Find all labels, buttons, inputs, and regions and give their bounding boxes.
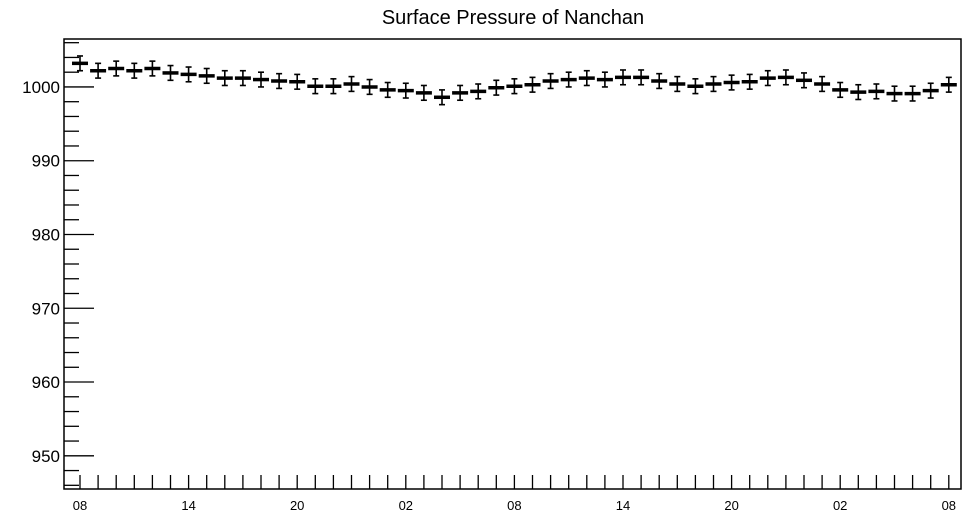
x-tick-label: 14: [181, 498, 195, 513]
y-tick-label: 980: [32, 225, 60, 244]
data-point: [271, 72, 288, 90]
data-point: [307, 78, 324, 95]
x-tick-label: 08: [73, 498, 87, 513]
data-point: [922, 82, 939, 99]
data-point: [759, 69, 776, 87]
data-point: [452, 84, 469, 102]
data-point: [198, 67, 215, 85]
data-series: [72, 55, 957, 106]
data-point: [723, 74, 740, 91]
data-point: [470, 83, 487, 100]
data-point: [560, 71, 577, 88]
data-point: [796, 72, 812, 89]
data-point: [886, 85, 903, 102]
data-point: [162, 64, 179, 82]
data-point: [850, 83, 867, 101]
x-tick-label: 20: [724, 498, 738, 513]
x-tick-label: 02: [399, 498, 413, 513]
data-point: [216, 69, 233, 87]
y-tick-label: 960: [32, 373, 60, 392]
x-tick-label: 20: [290, 498, 304, 513]
data-point: [434, 89, 450, 106]
data-point: [868, 83, 885, 100]
x-axis: 08 14 20 02 08 14 20 02 08: [73, 475, 956, 513]
data-point: [415, 84, 432, 102]
data-point: [832, 81, 849, 99]
y-tick-label: 1000: [22, 78, 60, 97]
data-point: [615, 69, 631, 86]
data-point: [90, 62, 107, 79]
data-point: [687, 78, 704, 95]
data-point: [506, 78, 523, 95]
data-point: [669, 75, 686, 93]
data-point: [126, 62, 143, 79]
data-point: [488, 79, 505, 96]
data-point: [397, 82, 414, 99]
y-axis: 950 960 970 980 990 1000: [22, 42, 94, 486]
data-point: [524, 76, 541, 93]
data-point: [253, 71, 269, 88]
x-tick-label: 08: [507, 498, 521, 513]
data-point: [651, 72, 668, 90]
data-point: [234, 69, 251, 87]
data-point: [633, 69, 650, 86]
data-point: [289, 73, 306, 90]
data-point: [596, 71, 613, 88]
data-point: [904, 85, 921, 102]
data-point: [940, 76, 957, 93]
data-point: [361, 78, 378, 96]
data-point: [379, 81, 396, 99]
data-point: [814, 75, 831, 93]
data-point: [542, 72, 559, 90]
plot-area-frame: [63, 38, 962, 490]
x-tick-label: 14: [616, 498, 630, 513]
chart-title: Surface Pressure of Nanchan: [382, 7, 644, 29]
y-tick-label: 950: [32, 447, 60, 466]
data-point: [578, 69, 595, 87]
data-point: [325, 78, 342, 95]
y-tick-label: 990: [32, 152, 60, 171]
x-tick-label: 08: [942, 498, 956, 513]
data-point: [705, 75, 722, 93]
data-point: [777, 69, 794, 86]
y-tick-label: 970: [32, 299, 60, 318]
data-point: [144, 60, 161, 77]
data-point: [741, 73, 758, 90]
x-tick-label: 02: [833, 498, 847, 513]
data-point: [72, 55, 88, 72]
data-point: [180, 66, 197, 83]
data-point: [108, 60, 125, 77]
data-point: [343, 75, 360, 93]
